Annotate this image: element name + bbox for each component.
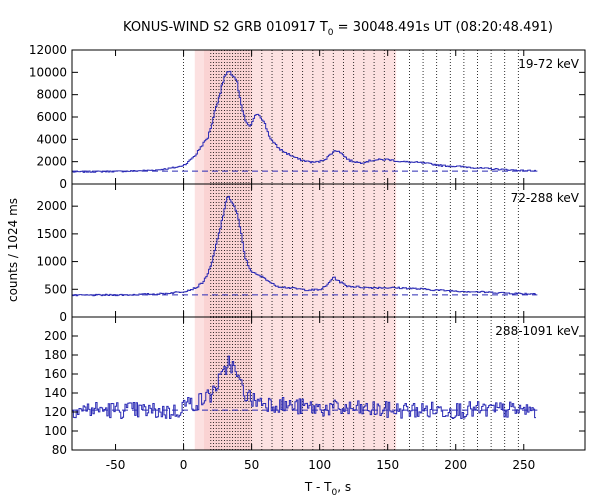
y-tick-label: 1500 bbox=[36, 227, 67, 241]
x-axis-label-main: T - T bbox=[304, 480, 332, 494]
panel-frame bbox=[71, 316, 586, 451]
panel-energy-label: 19-72 keV bbox=[518, 57, 580, 71]
y-tick-label: 12000 bbox=[29, 43, 67, 57]
panel-energy-label: 72-288 keV bbox=[511, 191, 580, 205]
y-tick-label: 100 bbox=[44, 424, 67, 438]
y-tick-label: 2000 bbox=[36, 155, 67, 169]
y-axis-label: counts / 1024 ms bbox=[6, 198, 20, 302]
y-tick-label: 80 bbox=[52, 443, 67, 457]
panel-3: 80 100 120 140 160 180 200 288-1091 keV bbox=[44, 316, 586, 457]
y-tick-label: 160 bbox=[44, 367, 67, 381]
y-tick-label: 180 bbox=[44, 348, 67, 362]
x-tick-label: -50 bbox=[106, 458, 126, 472]
x-tick-label: 100 bbox=[308, 458, 331, 472]
panel-1: 0 2000 4000 6000 8000 10000 12000 19-72 keV bbox=[29, 43, 586, 191]
y-tick-label: 10000 bbox=[29, 65, 67, 79]
y-tick-label: 140 bbox=[44, 386, 67, 400]
y-tick-label: 200 bbox=[44, 329, 67, 343]
x-axis-label: T - T0, s bbox=[304, 480, 351, 498]
x-tick-label: 50 bbox=[244, 458, 259, 472]
chart-title-main: KONUS-WIND S2 GRB 010917 T bbox=[123, 20, 328, 35]
y-tick-label: 0 bbox=[59, 177, 67, 191]
x-tick-label: 0 bbox=[180, 458, 188, 472]
y-tick-label: 120 bbox=[44, 405, 67, 419]
light-curve-2 bbox=[72, 195, 536, 297]
x-tick-label: 250 bbox=[512, 458, 535, 472]
x-axis-label-rest: , s bbox=[337, 480, 351, 494]
y-tick-label: 1000 bbox=[36, 255, 67, 269]
y-tick-label: 2000 bbox=[36, 199, 67, 213]
y-tick-label: 8000 bbox=[36, 88, 67, 102]
panel-2: 0 500 1000 1500 2000 72-288 keV bbox=[36, 183, 586, 324]
chart-title-rest: = 30048.491s UT (08:20:48.491) bbox=[334, 20, 553, 35]
y-tick-label: 500 bbox=[44, 282, 67, 296]
chart-title: KONUS-WIND S2 GRB 010917 T0 = 30048.491s… bbox=[123, 20, 553, 38]
x-tick-label: 150 bbox=[376, 458, 399, 472]
light-curve-1 bbox=[72, 70, 536, 173]
panel-energy-label: 288-1091 keV bbox=[495, 324, 579, 338]
x-axis-label-subscript: 0 bbox=[332, 488, 338, 498]
y-tick-label: 0 bbox=[59, 310, 67, 324]
y-tick-label: 6000 bbox=[36, 110, 67, 124]
light-curve-3 bbox=[72, 355, 536, 420]
y-tick-label: 4000 bbox=[36, 132, 67, 146]
x-tick-label: 200 bbox=[444, 458, 467, 472]
chart-title-subscript: 0 bbox=[328, 28, 334, 38]
